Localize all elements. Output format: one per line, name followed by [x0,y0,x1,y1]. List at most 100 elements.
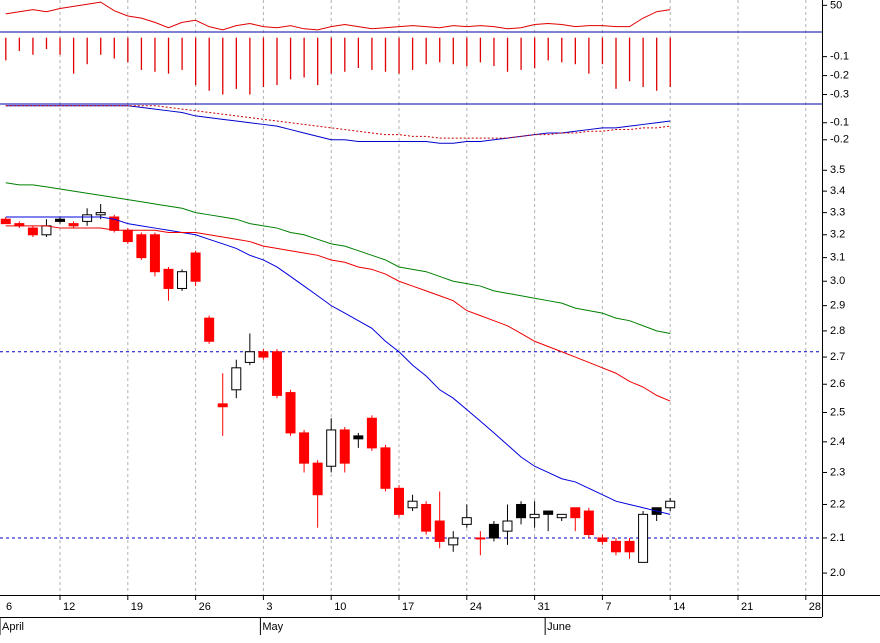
candle-body [55,218,65,222]
candle-body [136,234,147,259]
candle-body [244,351,255,363]
x-tick-label: 19 [131,601,143,613]
line-series [5,1,671,31]
candle-body [326,429,337,467]
candle-body [461,517,472,525]
bar [574,37,576,65]
month-label: April [2,621,24,633]
y-tick-label: 3.1 [830,252,845,264]
candle-body [529,513,540,519]
y-tick-label: -0.2 [830,134,849,146]
bar [642,37,644,87]
candle-body [204,317,215,342]
bar [547,37,549,61]
bar [86,37,88,65]
bar [479,37,482,63]
x-tick-label: 24 [470,601,482,613]
x-tick-label: 3 [266,601,272,613]
y-tick-label: 2.1 [830,532,845,544]
bar [615,37,617,89]
y-tick-label: -0.2 [830,69,849,81]
x-tick-label: 6 [6,601,12,613]
bar [452,37,454,65]
line-series [5,182,671,334]
candle-body [583,510,594,536]
y-tick-label: 2.6 [830,378,845,390]
bar [181,37,183,70]
bar [303,37,305,78]
bar [506,37,509,72]
bar [561,37,563,63]
y-tick-label: 2.3 [830,466,845,478]
bar [18,37,21,51]
bar [439,37,441,63]
bar [493,37,495,67]
bar [154,37,156,72]
candle-body [448,537,459,546]
bar [222,37,224,95]
y-tick-label: 2.7 [830,351,845,363]
bar [628,37,631,82]
candle-body [638,513,649,563]
candle-body [41,225,52,236]
candle-body [394,487,404,515]
y-tick-label: 2.9 [830,300,845,312]
candle-body [258,351,269,358]
y-tick-label: 2.0 [830,567,845,579]
candle-body [488,523,499,539]
candle-body [624,540,635,553]
y-tick-label: 2.2 [830,498,845,510]
bar [669,37,671,87]
candle-body [82,214,93,222]
x-tick-label: 21 [741,601,753,613]
candle-body [285,392,296,434]
month-label: May [262,621,283,633]
bar [113,37,115,59]
line-series [5,216,671,515]
x-tick-label: 12 [63,601,75,613]
bar [411,37,414,70]
y-tick-label: 2.4 [830,436,845,448]
bar [276,37,278,86]
bar [45,37,48,50]
candle-body [149,234,160,273]
candle-body [177,271,188,289]
candle-body [516,503,527,519]
candle-body [299,432,310,464]
bar [140,37,143,70]
line-series [5,225,671,402]
candle-body [556,513,567,519]
bar [127,37,129,63]
grid [0,0,822,595]
candle-body [407,500,418,509]
bar [208,37,210,91]
bar [384,37,387,72]
x-tick-label: 17 [402,601,414,613]
y-tick-label: 3.3 [830,207,845,219]
bar [195,37,197,86]
marks: 50 -0.1 -0.2 -0.3 -0.1 -0.2 3.5 3.4 3.3 3.2 3.1 3.0… [0,0,849,635]
candle-body [502,520,513,532]
candle-body [122,229,133,243]
y-tick-label: 3.5 [830,164,845,176]
candle-body [570,507,581,519]
bar [534,37,536,68]
x-tick-label: 10 [334,601,346,613]
bar [371,37,373,70]
candle-body [271,351,282,396]
bar [235,37,237,89]
candle-body [366,417,377,449]
candle-body [353,435,364,440]
candle-body [312,462,323,496]
candle-body [0,218,11,225]
bar [357,37,360,68]
bar [398,37,400,74]
bar [601,37,604,65]
candle-body [217,403,228,408]
candle-body [95,212,106,216]
bar [520,37,522,70]
candle-body [339,429,350,464]
x-tick-label: 31 [538,601,550,613]
